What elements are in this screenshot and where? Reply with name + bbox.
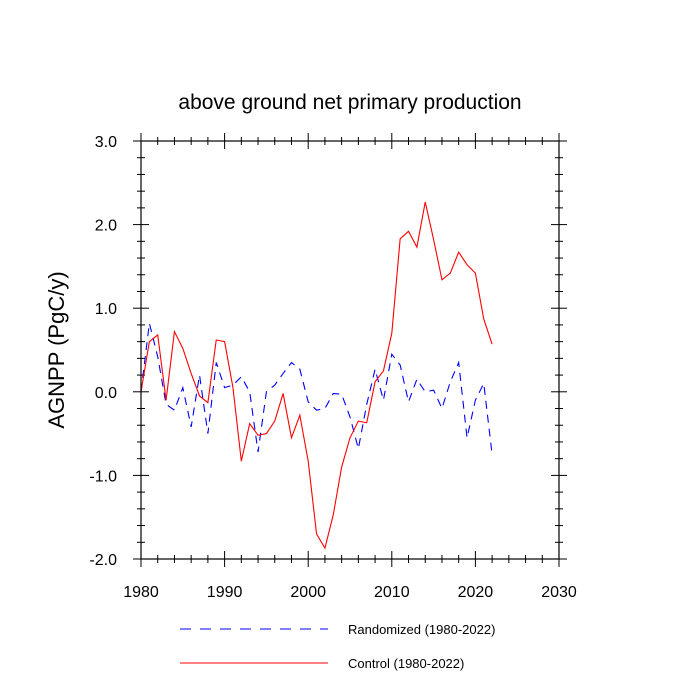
tick-labels: 1980 1990 2000 2010 2020 2030 -2.0 -1.0 0.0 1.0 2.… — [89, 134, 576, 601]
x-tick-label: 2030 — [541, 584, 577, 601]
y-axis-title: AGNPP (PgC/y) — [44, 271, 69, 428]
series-line-control — [140, 201, 493, 550]
series-line-randomized — [140, 323, 493, 455]
x-tick-label: 2020 — [458, 584, 494, 601]
x-tick-label: 1980 — [123, 584, 159, 601]
x-tick-label: 2010 — [374, 584, 410, 601]
chart-title: above ground net primary production — [178, 91, 521, 114]
legend-label: Control (1980-2022) — [348, 656, 464, 671]
plot-frame — [140, 140, 560, 560]
y-tick-label: 1.0 — [95, 301, 117, 318]
legend-label: Randomized (1980-2022) — [348, 622, 495, 637]
y-tick-label: -1.0 — [89, 468, 117, 485]
y-tick-label: 3.0 — [95, 134, 117, 151]
legend: Randomized (1980-2022) Control (1980-2022… — [180, 622, 495, 671]
series-layer — [140, 201, 493, 550]
axis-ticks — [133, 133, 567, 567]
y-tick-label: 0.0 — [95, 385, 117, 402]
x-tick-label: 2000 — [290, 584, 326, 601]
y-tick-label: -2.0 — [89, 552, 117, 569]
y-tick-label: 2.0 — [95, 218, 117, 235]
x-tick-label: 1990 — [207, 584, 243, 601]
